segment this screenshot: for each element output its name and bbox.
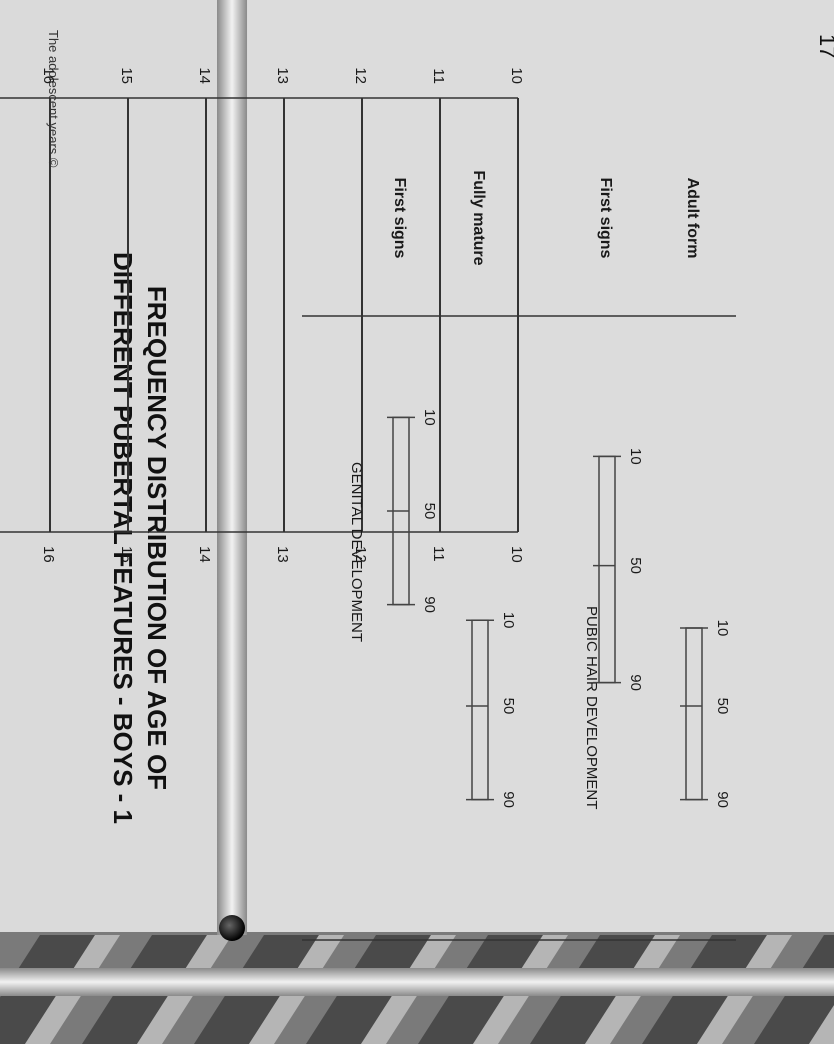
- percentile-label: 50: [627, 557, 644, 574]
- x-tick-label-bottom: 16: [40, 546, 57, 563]
- chart-grid: 101011111212131314141515161617171818: [0, 67, 736, 941]
- content-panel: [248, 0, 834, 940]
- percentile-label: 50: [714, 698, 731, 715]
- percentile-label: 50: [500, 698, 517, 715]
- chart-bars: GENITAL DEVELOPMENT PUBIC HAIR DEVELOPMEN…: [348, 170, 731, 809]
- x-tick-label-bottom: 14: [196, 546, 213, 563]
- x-tick-label-top: 10: [508, 67, 525, 84]
- row-label: Fully mature: [470, 170, 487, 265]
- x-tick-label-bottom: 15: [118, 546, 135, 563]
- x-tick-label-bottom: 11: [430, 546, 447, 562]
- x-tick-label-top: 11: [430, 68, 447, 84]
- x-tick-label-top: 12: [352, 67, 369, 84]
- x-tick-label-bottom: 10: [508, 546, 525, 563]
- percentile-label: 50: [421, 503, 438, 520]
- x-tick-label-top: 15: [118, 67, 135, 84]
- page-subtitle: DIFFERENT PUBERTAL FEATURES - BOYS - 1: [108, 252, 138, 824]
- x-tick-label-top: 14: [196, 67, 213, 84]
- x-tick-label-top: 13: [274, 67, 291, 84]
- ribbon-highlight: [809, 1005, 834, 1044]
- copyright-text: The adolescent years ©: [46, 30, 61, 168]
- percentile-label: 10: [421, 409, 438, 426]
- row-label: First signs: [391, 178, 408, 259]
- x-tick-label-bottom: 12: [352, 546, 369, 563]
- rotated-slide-content: The adolescent years © FREQUENCY DISTRIB…: [0, 30, 834, 941]
- vertical-pipe: [217, 0, 247, 935]
- percentile-label: 90: [714, 791, 731, 808]
- percentile-label: 90: [627, 674, 644, 691]
- percentile-label: 10: [500, 612, 517, 629]
- group-label: PUBIC HAIR DEVELOPMENT: [583, 606, 600, 809]
- row-label: Adult form: [684, 178, 701, 259]
- group-label: GENITAL DEVELOPMENT: [348, 462, 365, 642]
- percentile-label: 90: [500, 791, 517, 808]
- percentile-label: 10: [627, 448, 644, 465]
- horizontal-rail: [0, 968, 834, 996]
- percentile-label: 10: [714, 620, 731, 637]
- x-tick-label-bottom: 13: [274, 546, 291, 563]
- page-number: 17: [815, 34, 834, 58]
- percentile-label: 90: [421, 596, 438, 613]
- x-tick-label-top: 16: [40, 67, 57, 84]
- pipe-knob: [219, 915, 245, 941]
- row-label: First signs: [597, 178, 614, 259]
- page-title: FREQUENCY DISTRIBUTION OF AGE OF: [142, 286, 172, 790]
